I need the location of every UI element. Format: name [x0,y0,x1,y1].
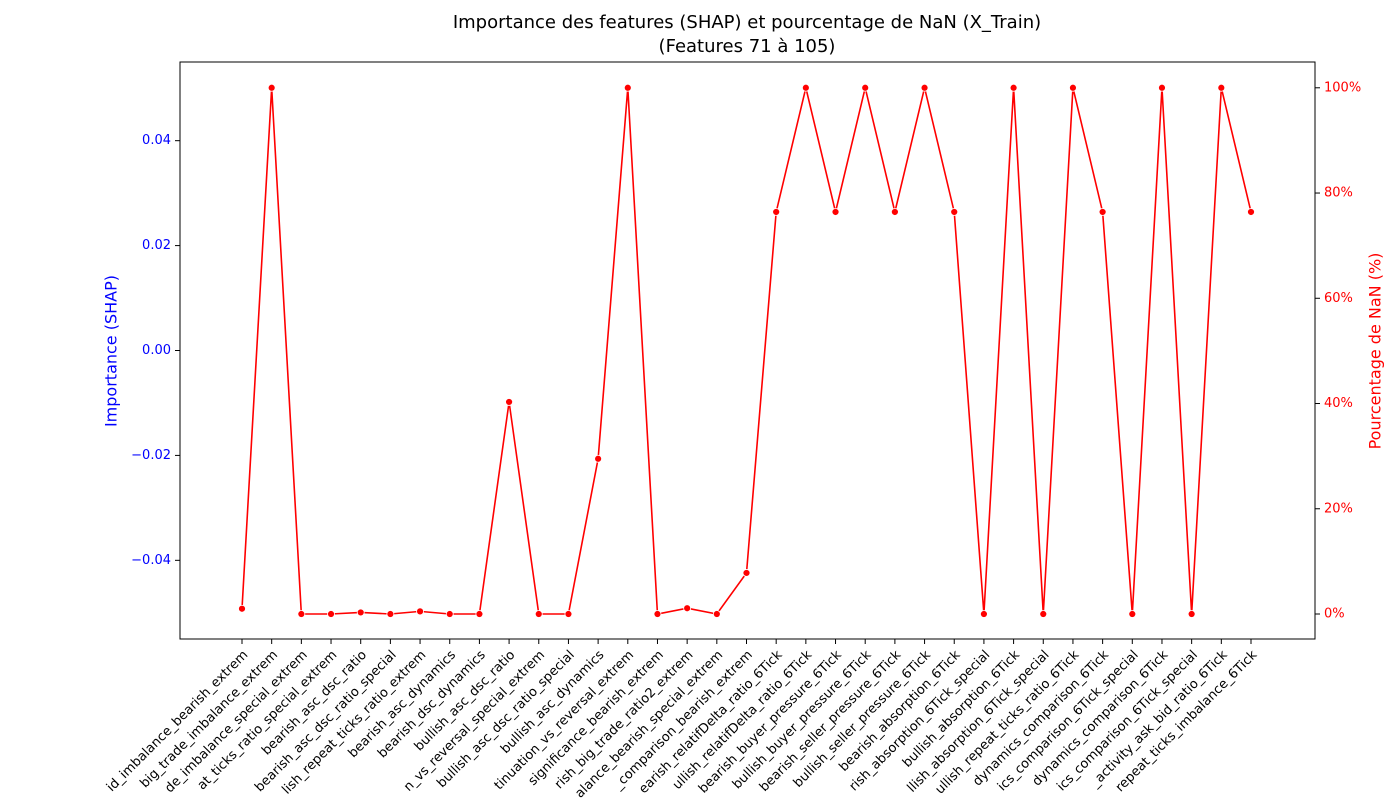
y-tick-label: 0.04 [142,133,171,148]
nan-point [1187,610,1196,618]
y2-tick-label: 60% [1324,291,1353,306]
nan-point [445,610,454,618]
nan-point [801,83,810,92]
y-tick-label: 0.02 [142,238,171,253]
nan-point [980,610,988,618]
nan-point [534,610,543,618]
nan-point [1158,83,1166,92]
nan-point [505,398,513,406]
nan-point [1039,610,1048,618]
nan-point [1069,83,1077,92]
nan-point [386,610,395,618]
nan-point [416,607,424,616]
chart-title: Importance des features (SHAP) et pource… [453,12,1041,33]
y2-tick-label: 0% [1324,607,1345,622]
nan-point [772,208,781,216]
nan-point [356,608,365,617]
nan-point [475,610,484,618]
chart-subtitle: (Features 71 à 105) [659,36,836,57]
nan-point [1009,83,1018,92]
y2-axis-label: Pourcentage de NaN (%) [1366,253,1385,450]
nan-point [653,610,662,618]
nan-point [712,610,721,618]
nan-point [890,208,899,216]
y2-tick-label: 40% [1324,396,1353,411]
nan-point [564,610,573,618]
y-tick-label: 0.00 [142,343,171,358]
y2-tick-label: 20% [1324,501,1353,516]
nan-point [1217,83,1226,92]
nan-line [241,87,1252,615]
y-axis-label: Importance (SHAP) [102,275,121,427]
y2-tick-label: 100% [1324,80,1361,95]
nan-point [594,454,603,463]
y2-tick-label: 80% [1324,186,1353,201]
nan-point [238,604,246,613]
nan-point [623,83,632,92]
nan-point [1247,208,1255,216]
nan-point [861,83,870,92]
y-tick-label: −0.02 [131,448,171,463]
nan-point [950,208,959,216]
nan-point [920,83,929,92]
nan-point [742,569,751,577]
nan-point [327,610,335,618]
nan-point [1128,610,1137,618]
nan-point [267,83,276,92]
nan-point [831,208,840,216]
nan-point [297,610,306,618]
y-tick-label: −0.04 [131,553,171,568]
nan-point [1098,208,1107,216]
nan-point [683,604,692,613]
